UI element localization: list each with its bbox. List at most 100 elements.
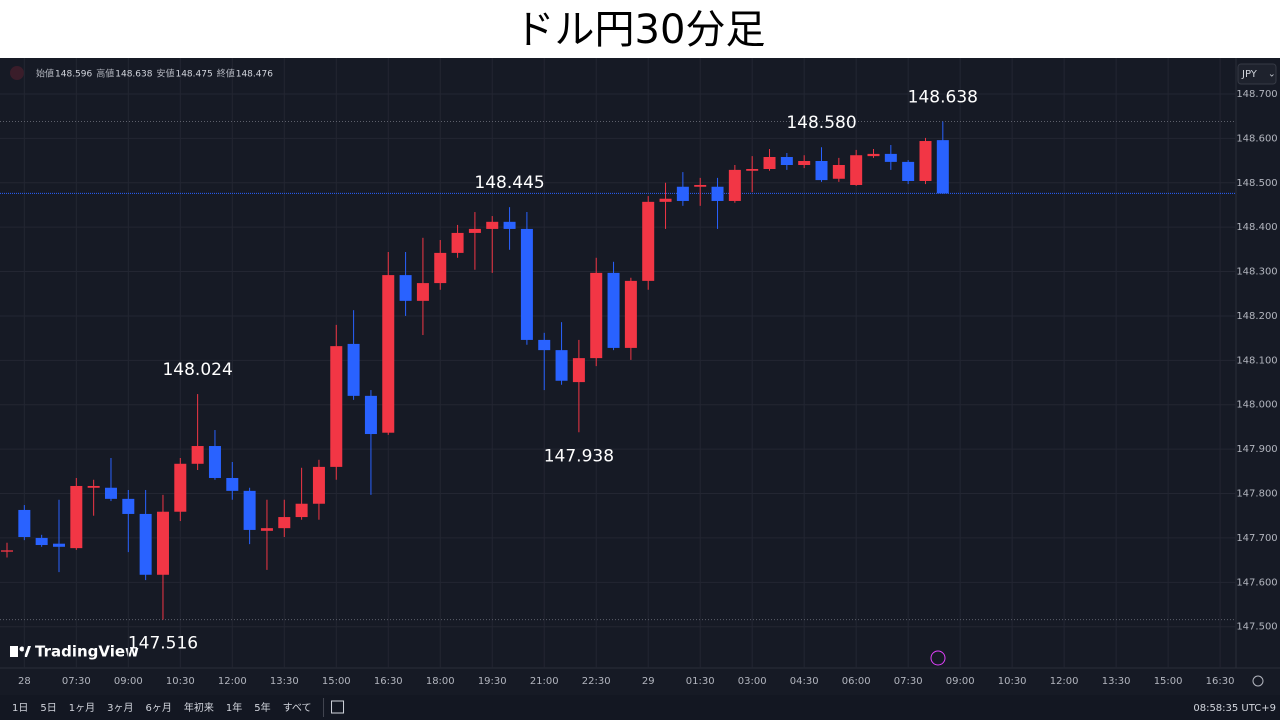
y-tick-label: 148.200 [1236, 311, 1277, 322]
candle-body [486, 221, 499, 229]
candle-body [174, 463, 187, 512]
y-tick-label: 148.100 [1236, 355, 1277, 366]
candle-body [503, 221, 516, 229]
x-tick-label: 03:00 [738, 676, 767, 687]
range-button[interactable]: 1年 [226, 701, 242, 714]
candle-body [798, 161, 811, 165]
candle-body [312, 466, 325, 504]
candle-body [260, 528, 273, 531]
range-button[interactable]: 1ヶ月 [69, 702, 95, 714]
candle-body [382, 275, 395, 433]
x-tick-label: 18:00 [426, 676, 455, 687]
candle-body [642, 201, 655, 281]
logo-mark [10, 646, 18, 657]
x-tick-label: 12:00 [218, 676, 247, 687]
y-tick-label: 148.000 [1236, 400, 1277, 411]
candle-body [607, 272, 620, 348]
candle-body [399, 275, 412, 301]
candle-body [52, 543, 65, 547]
candle-body [867, 153, 880, 157]
candle-body [122, 498, 135, 514]
clock: 08:58:35 UTC+9 [1193, 703, 1276, 714]
price-annotation: 148.445 [474, 173, 544, 193]
range-button[interactable]: 1日 [12, 703, 28, 714]
range-button[interactable]: 年初来 [184, 701, 214, 714]
range-button[interactable]: すべて [283, 702, 312, 714]
candle-body [35, 537, 48, 546]
candle-body [676, 186, 689, 201]
bottom-toolbar [0, 695, 1280, 720]
x-tick-label: 10:30 [166, 676, 195, 687]
candle-body [364, 395, 377, 435]
ohlc-label: 終値 [217, 68, 235, 80]
y-tick-label: 147.900 [1236, 444, 1277, 455]
candle-body [87, 485, 100, 488]
price-annotation: 147.516 [128, 634, 198, 654]
ohlc-label: 高値 [96, 68, 114, 80]
x-tick-label: 13:30 [270, 676, 299, 687]
range-button[interactable]: 5日 [40, 703, 56, 714]
dropdown-arrow[interactable]: ⌄ [1268, 70, 1276, 80]
candle-body [694, 184, 707, 187]
y-tick-label: 148.300 [1236, 267, 1277, 278]
logo-mark [19, 646, 25, 652]
range-button[interactable]: 6ヶ月 [146, 702, 172, 714]
x-tick-label: 07:30 [62, 676, 91, 687]
candle-body [538, 339, 551, 351]
range-button[interactable]: 5年 [254, 701, 270, 714]
x-tick-label: 04:30 [790, 676, 819, 687]
candle-body [711, 186, 724, 201]
currency-label[interactable]: JPY [1241, 69, 1258, 80]
range-button[interactable]: 3ヶ月 [107, 702, 133, 714]
ohlc-value: 148.638 [115, 70, 152, 80]
candle-body [295, 503, 308, 518]
candle-body [902, 161, 915, 181]
candle-body [243, 490, 256, 530]
candle-body [416, 283, 429, 301]
ohlc-label: 安値 [156, 68, 174, 80]
x-tick-label: 13:30 [1102, 676, 1131, 687]
x-tick-label: 16:30 [374, 676, 403, 687]
y-tick-label: 148.400 [1236, 222, 1277, 233]
x-tick-label: 15:00 [322, 676, 351, 687]
x-tick-label: 01:30 [686, 676, 715, 687]
date-range-button[interactable] [331, 700, 345, 714]
currency-dropdown[interactable] [1237, 63, 1277, 85]
x-tick-label: 28 [18, 676, 31, 687]
candle-body [104, 487, 117, 499]
y-tick-label: 147.700 [1236, 533, 1277, 544]
settings-icon[interactable] [1252, 675, 1264, 687]
logo-mark [24, 646, 31, 657]
x-tick-label: 09:00 [946, 676, 975, 687]
candle-body [520, 228, 533, 340]
ohlc-label: 始値 [36, 68, 54, 80]
x-tick-label: 22:30 [582, 676, 611, 687]
brand-logo: TradingView [10, 643, 139, 661]
candle-body [139, 513, 152, 575]
candle-body [919, 141, 932, 181]
ohlc-value: 148.596 [55, 70, 92, 80]
candle-body [451, 232, 464, 253]
symbol-icon [10, 66, 24, 80]
candle-body [278, 517, 291, 529]
x-tick-label: 19:30 [478, 676, 507, 687]
candle-body [936, 140, 949, 194]
ohlc-value: 148.475 [175, 70, 212, 80]
ohlc-value: 148.476 [236, 70, 273, 80]
x-tick-label: 10:30 [998, 676, 1027, 687]
price-annotation: 148.580 [786, 113, 856, 133]
alert-icon[interactable] [930, 650, 946, 666]
x-tick-label: 09:00 [114, 676, 143, 687]
y-tick-label: 148.700 [1236, 89, 1277, 100]
y-tick-label: 148.600 [1236, 133, 1277, 144]
candle-body [659, 198, 672, 202]
candle-body [832, 164, 845, 179]
candle-body [226, 477, 239, 491]
price-annotation: 148.638 [908, 87, 978, 107]
candle-body [780, 157, 793, 165]
candle-body [884, 153, 897, 162]
chart-background [0, 58, 1280, 720]
x-tick-label: 07:30 [894, 676, 923, 687]
